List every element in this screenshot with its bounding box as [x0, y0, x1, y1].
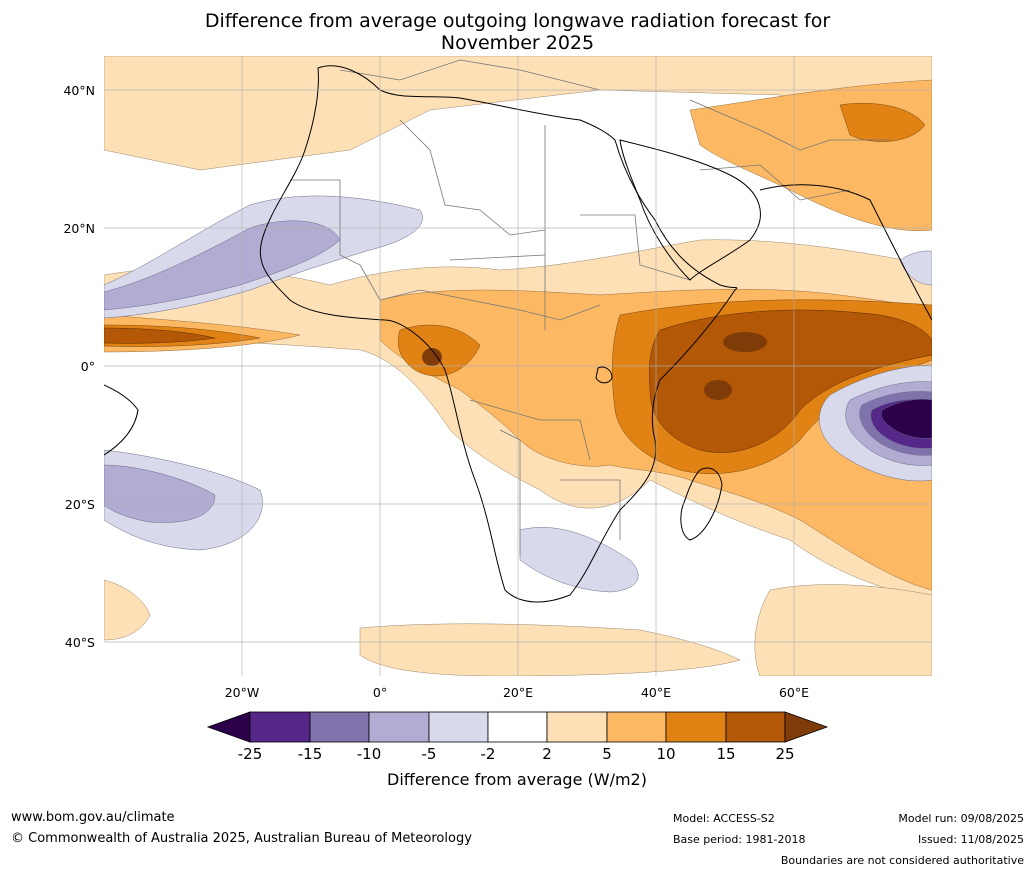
- colorbar: -25 -15 -10 -5 -2 2 5 10 15 25 Differenc…: [206, 711, 829, 789]
- anomaly-south-atlantic-neg: [104, 464, 216, 523]
- colorbar-cell: [249, 711, 311, 743]
- coastline-madagascar: [680, 467, 723, 541]
- lat-label-20s: 20°S: [65, 497, 95, 512]
- border-line: [689, 99, 890, 151]
- lon-label-20e: 20°E: [503, 685, 533, 700]
- colorbar-cell: [606, 711, 667, 743]
- lake-victoria: [595, 366, 613, 384]
- map-panel: [104, 56, 932, 676]
- anomaly-gt25-regions: [422, 332, 767, 400]
- border-line: [499, 429, 521, 555]
- colorbar-cell: [665, 711, 727, 743]
- lon-label-0: 0°: [373, 685, 387, 700]
- colorbar-cell: [309, 711, 370, 743]
- footer-url[interactable]: www.bom.gov.au/climate: [11, 810, 175, 825]
- anomaly-peak-1: [723, 332, 767, 352]
- border-line: [560, 479, 621, 540]
- anomaly-peak-2: [704, 380, 732, 400]
- chart-title: Difference from average outgoing longwav…: [0, 10, 1035, 54]
- anomaly-congo-strong: [397, 324, 481, 377]
- anomaly-indian-ocean-south-patch: [754, 584, 932, 676]
- anomaly-north-band: [104, 56, 932, 171]
- coastline-africa: [259, 65, 738, 603]
- anomaly-negative-regions: [104, 195, 932, 593]
- chart-title-line1: Difference from average outgoing longwav…: [204, 10, 831, 32]
- colorbar-tick: 25: [775, 745, 794, 763]
- footer-disclaimer: Boundaries are not considered authoritat…: [780, 854, 1024, 867]
- colorbar-tick: 2: [542, 745, 552, 763]
- colorbar-tick: -15: [298, 745, 323, 763]
- chart-title-line2: November 2025: [440, 32, 595, 54]
- coastlines: [104, 65, 932, 603]
- colorbar-cell: [368, 711, 430, 743]
- anomaly-indian-ocean-very-strong-neg: [881, 399, 932, 439]
- lon-labels: 20°W 0° 20°E 40°E 60°E: [225, 685, 809, 700]
- colorbar-tick: 15: [716, 745, 735, 763]
- lon-label-40e: 40°E: [641, 685, 671, 700]
- colorbar-arrow-high: [784, 711, 829, 743]
- lon-label-60e: 60°E: [779, 685, 809, 700]
- anomaly-atlantic-very-strong: [104, 327, 216, 344]
- border-line: [379, 289, 601, 321]
- colorbar-tick: -10: [357, 745, 382, 763]
- colorbar-cell: [725, 711, 786, 743]
- colorbar-cell: [546, 711, 608, 743]
- lat-label-20n: 20°N: [63, 221, 95, 236]
- colorbar-tick: -25: [238, 745, 263, 763]
- colorbar-tick: 10: [656, 745, 675, 763]
- colorbar-title: Difference from average (W/m2): [387, 770, 647, 789]
- coastline-south-america: [104, 384, 139, 456]
- anomaly-south-africa-weak-neg: [519, 527, 639, 593]
- colorbar-cell: [487, 711, 548, 743]
- footer-model-run: Model run: 09/08/2025: [898, 812, 1024, 825]
- anomaly-15-25-regions: [104, 309, 932, 453]
- lat-label-0: 0°: [81, 359, 95, 374]
- anomaly-peak-3: [422, 348, 442, 366]
- anomaly-southern-ocean-patch: [359, 623, 741, 676]
- colorbar-tick: -5: [422, 745, 437, 763]
- lat-label-40s: 40°S: [65, 635, 95, 650]
- footer-issued: Issued: 11/08/2025: [917, 833, 1024, 846]
- border-line: [399, 119, 546, 236]
- colorbar-cell: [428, 711, 489, 743]
- lat-labels: 40°N 20°N 0° 20°S 40°S: [63, 83, 95, 650]
- footer-model: Model: ACCESS-S2: [673, 812, 775, 825]
- border-line: [699, 164, 851, 201]
- border-line: [469, 399, 591, 461]
- footer-copyright: © Commonwealth of Australia 2025, Austra…: [11, 831, 472, 846]
- coastline-arabia: [619, 139, 761, 281]
- border-line: [580, 214, 691, 281]
- footer-base-period: Base period: 1981-2018: [673, 833, 806, 846]
- border-line: [290, 179, 381, 301]
- lon-label-20w: 20°W: [225, 685, 260, 700]
- colorbar-tick: 5: [602, 745, 612, 763]
- border-line: [449, 254, 546, 261]
- colorbar-arrow-low: [206, 711, 251, 743]
- colorbar-tick: -2: [481, 745, 496, 763]
- lat-label-40n: 40°N: [63, 83, 95, 98]
- coastline-india: [759, 184, 932, 321]
- gridlines: [104, 56, 932, 676]
- anomaly-south-atlantic-patch: [104, 579, 151, 641]
